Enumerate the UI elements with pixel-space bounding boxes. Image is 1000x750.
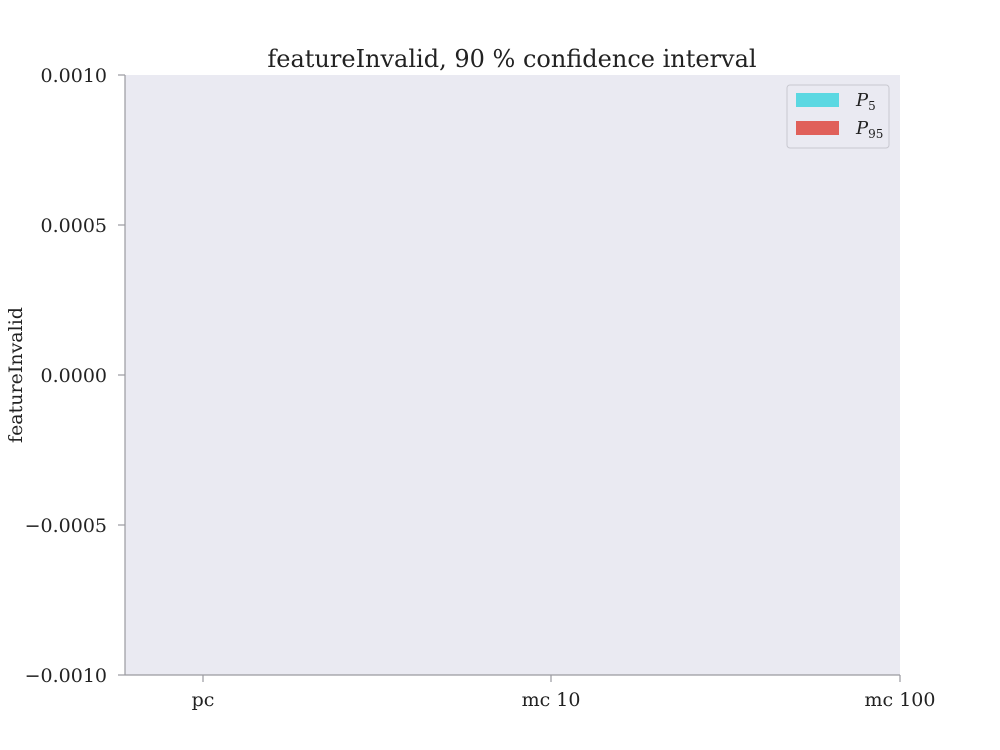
plot-area (125, 75, 900, 675)
y-ticks: 0.0010 0.0005 0.0000 −0.0005 −0.0010 (25, 65, 125, 687)
legend-swatch (796, 121, 839, 135)
x-tick-label: mc 100 (865, 689, 936, 711)
legend-label: P5 (855, 90, 876, 113)
y-tick-label: 0.0005 (41, 215, 107, 237)
x-tick-label: pc (192, 689, 215, 711)
legend-label: P95 (855, 118, 883, 141)
x-tick-label: mc 10 (522, 689, 581, 711)
legend-swatch (796, 93, 839, 107)
x-ticks: pc mc 10 mc 100 (192, 675, 936, 711)
y-tick-label: −0.0005 (25, 515, 107, 537)
y-tick-label: 0.0000 (41, 365, 107, 387)
chart-title: featureInvalid, 90 % confidence interval (267, 45, 756, 73)
y-tick-label: 0.0010 (41, 65, 107, 87)
y-tick-label: −0.0010 (25, 665, 107, 687)
y-axis-label: featureInvalid (5, 307, 27, 443)
